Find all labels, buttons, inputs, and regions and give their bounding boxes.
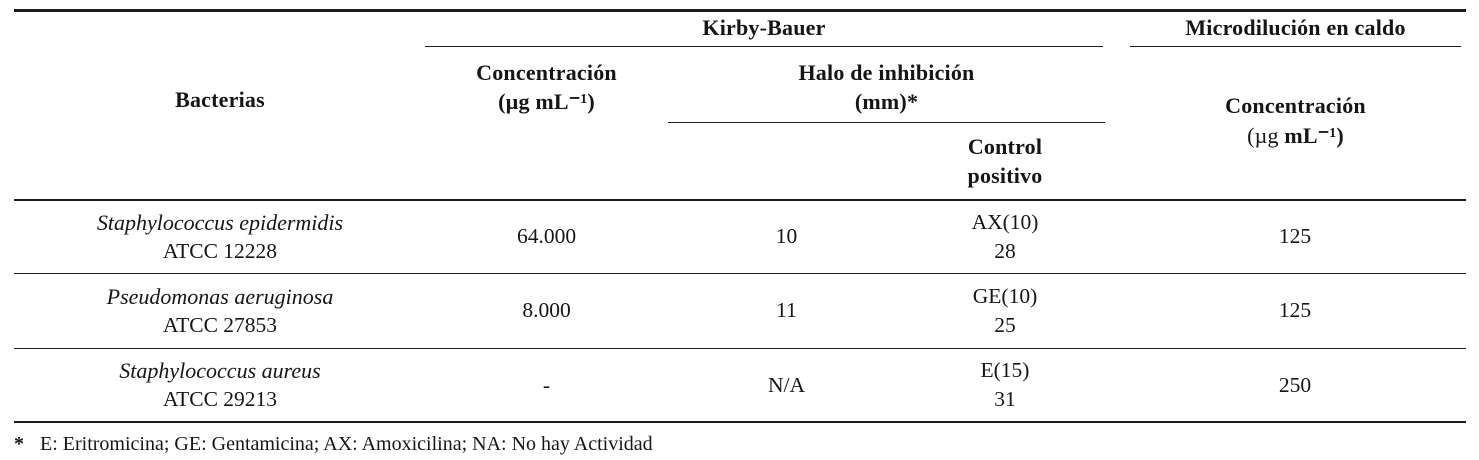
- header-bottom-rule: [14, 199, 1466, 201]
- column-header-halo: Halo de inhibición (mm)*: [668, 58, 1105, 116]
- column-header-concentracion-kb: Concentración (µg mL⁻¹): [425, 58, 668, 116]
- control-antibiotic: GE(10): [972, 283, 1038, 308]
- footnote-marker: *: [14, 433, 24, 455]
- cell-concentracion-kb: 8.000: [522, 298, 571, 322]
- group-header-microdilucion: Microdilución en caldo: [1185, 15, 1406, 40]
- halo-line1: Halo de inhibición: [798, 60, 975, 85]
- group-header-kirby-bauer: Kirby-Bauer: [702, 15, 826, 40]
- column-header-control-positivo: Control positivo: [905, 132, 1105, 190]
- bacteria-cell: Staphylococcus epidermidis ATCC 12228: [15, 201, 425, 272]
- column-header-bacterias: Bacterias: [175, 87, 265, 112]
- control-antibiotic: AX(10): [971, 209, 1039, 234]
- bacteria-cell: Staphylococcus aureus ATCC 29213: [15, 349, 425, 421]
- cell-control-positivo: GE(10) 25: [905, 274, 1105, 347]
- table-top-rule: [14, 9, 1466, 12]
- table-row: Pseudomonas aeruginosa ATCC 27853 8.000 …: [0, 274, 1479, 347]
- table-bottom-rule: [14, 421, 1466, 423]
- control-line1: Control: [967, 134, 1043, 159]
- control-antibiotic: E(15): [980, 358, 1030, 382]
- cell-control-positivo: AX(10) 28: [905, 201, 1105, 272]
- bacteria-species: Staphylococcus epidermidis: [96, 209, 344, 235]
- footnote: * E: Eritromicina; GE: Gentamicina; AX: A…: [14, 432, 653, 456]
- halo-line2: (mm)*: [854, 89, 919, 114]
- bacteria-species: Staphylococcus aureus: [119, 358, 321, 383]
- column-header-concentracion-md: Concentración (µg mL⁻¹): [1130, 91, 1461, 151]
- cell-concentracion-kb: 64.000: [516, 224, 577, 248]
- control-halo-value: 31: [994, 387, 1016, 411]
- cell-halo: N/A: [767, 372, 806, 397]
- cell-halo: 10: [775, 224, 798, 248]
- cell-concentracion-md: 250: [1278, 372, 1312, 397]
- cell-concentracion-md: 125: [1278, 224, 1312, 248]
- table-row: Staphylococcus aureus ATCC 29213 - N/A E…: [0, 349, 1479, 421]
- bacteria-strain: ATCC 12228: [162, 238, 278, 263]
- footnote-text: E: Eritromicina; GE: Gentamicina; AX: Am…: [40, 433, 653, 455]
- control-line2: positivo: [967, 163, 1043, 188]
- concentracion-md-line2: (µg mL⁻¹): [1247, 123, 1344, 148]
- table-row: Staphylococcus epidermidis ATCC 12228 64…: [0, 201, 1479, 272]
- row-separator-1: [14, 272, 1466, 274]
- concentracion-kb-line1: Concentración: [476, 60, 617, 85]
- row-separator-2: [14, 347, 1466, 349]
- bacteria-cell: Pseudomonas aeruginosa ATCC 27853: [15, 274, 425, 347]
- control-halo-value: 25: [994, 312, 1016, 337]
- halo-underline: [668, 121, 1105, 123]
- cell-control-positivo: E(15) 31: [905, 349, 1105, 421]
- microdilucion-underline: [1130, 45, 1461, 47]
- kirby-bauer-underline: [425, 45, 1103, 47]
- bacteria-species: Pseudomonas aeruginosa: [106, 283, 334, 309]
- control-halo-value: 28: [994, 238, 1016, 263]
- cell-concentracion-md: 125: [1278, 298, 1312, 322]
- bacteria-strain: ATCC 27853: [162, 312, 278, 337]
- cell-halo: 11: [776, 298, 797, 322]
- cell-concentracion-kb: -: [542, 372, 551, 397]
- bacteria-strain: ATCC 29213: [162, 387, 278, 411]
- concentracion-kb-line2: (µg mL⁻¹): [498, 89, 595, 114]
- concentracion-md-line1: Concentración: [1225, 93, 1366, 118]
